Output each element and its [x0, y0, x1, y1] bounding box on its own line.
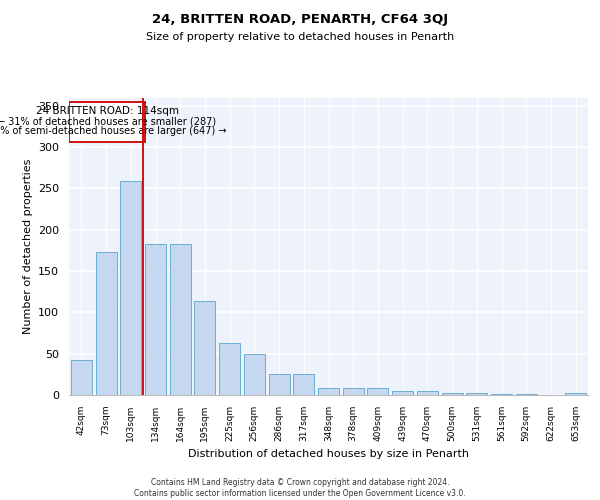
- Bar: [120, 181, 141, 395]
- Text: Size of property relative to detached houses in Penarth: Size of property relative to detached ho…: [146, 32, 454, 42]
- Bar: [417, 391, 438, 395]
- Text: ← 31% of detached houses are smaller (287): ← 31% of detached houses are smaller (28…: [0, 116, 217, 126]
- Bar: [269, 374, 290, 395]
- Text: 24, BRITTEN ROAD, PENARTH, CF64 3QJ: 24, BRITTEN ROAD, PENARTH, CF64 3QJ: [152, 12, 448, 26]
- Bar: [145, 244, 166, 395]
- Bar: [170, 244, 191, 395]
- Bar: [442, 392, 463, 395]
- FancyBboxPatch shape: [69, 102, 145, 142]
- Bar: [219, 343, 240, 395]
- Bar: [194, 301, 215, 395]
- Bar: [244, 354, 265, 395]
- Bar: [318, 388, 339, 395]
- Bar: [343, 388, 364, 395]
- Bar: [516, 394, 537, 395]
- Bar: [491, 394, 512, 395]
- X-axis label: Distribution of detached houses by size in Penarth: Distribution of detached houses by size …: [188, 450, 469, 460]
- Bar: [466, 392, 487, 395]
- Bar: [367, 388, 388, 395]
- Bar: [95, 252, 116, 395]
- Bar: [71, 360, 92, 395]
- Bar: [392, 391, 413, 395]
- Text: Contains HM Land Registry data © Crown copyright and database right 2024.
Contai: Contains HM Land Registry data © Crown c…: [134, 478, 466, 498]
- Bar: [293, 374, 314, 395]
- Text: 24 BRITTEN ROAD: 114sqm: 24 BRITTEN ROAD: 114sqm: [35, 106, 179, 116]
- Bar: [565, 392, 586, 395]
- Y-axis label: Number of detached properties: Number of detached properties: [23, 158, 32, 334]
- Text: 69% of semi-detached houses are larger (647) →: 69% of semi-detached houses are larger (…: [0, 126, 226, 136]
